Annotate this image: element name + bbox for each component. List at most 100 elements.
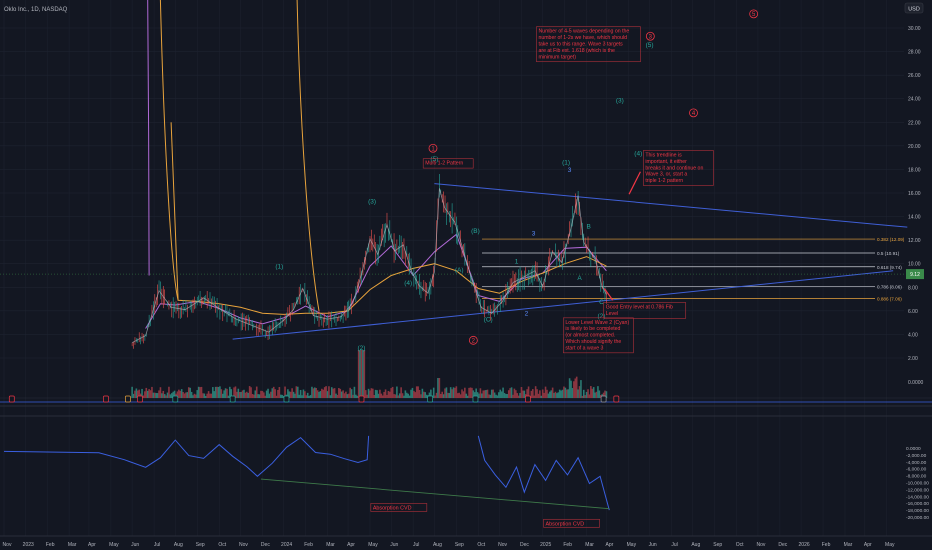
time-tick-0[interactable]: Nov xyxy=(3,542,12,548)
time-axis[interactable]: Nov 2023 Feb Mar Apr May Jun Jul Aug Sep Oct Nov Dec… xyxy=(3,542,895,548)
volume-bar-164 xyxy=(363,350,366,398)
event-marker-2[interactable] xyxy=(125,395,131,403)
time-tick-7[interactable]: Jul xyxy=(154,542,160,548)
price-tick-4[interactable]: 22.00 xyxy=(908,120,921,126)
time-tick-24[interactable]: Dec xyxy=(520,542,529,548)
event-marker-7[interactable] xyxy=(358,395,365,403)
time-tick-17[interactable]: May xyxy=(368,542,378,548)
currency-badge[interactable]: USD xyxy=(908,7,920,13)
price-tick-2[interactable]: 26.00 xyxy=(908,73,921,79)
cvd-axis[interactable]: 0.0000-2,000.00-4,000.00-6,000.00-8,000.… xyxy=(906,446,929,521)
cvd-tick-3[interactable]: -6,000.00 xyxy=(906,467,927,473)
time-tick-19[interactable]: Jul xyxy=(413,542,419,548)
time-tick-5[interactable]: May xyxy=(109,542,119,548)
time-tick-32[interactable]: Aug xyxy=(691,542,700,548)
event-marker-9[interactable] xyxy=(472,395,479,403)
price-tick-12[interactable]: 6.00 xyxy=(908,309,918,315)
time-tick-40[interactable]: Apr xyxy=(864,542,872,548)
time-tick-35[interactable]: Nov xyxy=(756,542,765,548)
cvd-tick-4[interactable]: -8,000.00 xyxy=(906,474,927,480)
volume-tick-0[interactable]: 0.0000 xyxy=(908,380,924,386)
event-marker-11[interactable] xyxy=(600,395,607,403)
price-tick-10[interactable]: 10.00 xyxy=(908,262,921,268)
price-tick-5[interactable]: 20.00 xyxy=(908,144,921,150)
time-tick-18[interactable]: Jun xyxy=(390,542,398,548)
time-tick-3[interactable]: Mar xyxy=(68,542,77,548)
time-tick-6[interactable]: Jun xyxy=(131,542,139,548)
price-tick-14[interactable]: 2.00 xyxy=(908,356,918,362)
event-marker-4[interactable] xyxy=(172,395,179,403)
time-tick-37[interactable]: 2026 xyxy=(799,542,810,548)
event-marker-3[interactable] xyxy=(137,395,143,403)
time-tick-39[interactable]: Mar xyxy=(844,542,853,548)
time-tick-16[interactable]: Apr xyxy=(347,542,355,548)
cvd-tick-8[interactable]: -16,000.00 xyxy=(906,501,929,507)
volume-bar-292 xyxy=(544,386,547,398)
time-tick-13[interactable]: 2024 xyxy=(281,542,292,548)
volume-bar-303 xyxy=(560,390,562,398)
time-tick-2[interactable]: Feb xyxy=(46,542,55,548)
time-tick-41[interactable]: May xyxy=(885,542,895,548)
cvd-tick-7[interactable]: -14,000.00 xyxy=(906,494,929,500)
time-tick-28[interactable]: Apr xyxy=(606,542,614,548)
cvd-tick-5[interactable]: -10,000.00 xyxy=(906,481,929,487)
time-tick-33[interactable]: Sep xyxy=(713,542,722,548)
cvd-tick-2[interactable]: -4,000.00 xyxy=(906,460,927,466)
annotation-box-4 xyxy=(563,317,634,354)
time-tick-20[interactable]: Aug xyxy=(433,542,442,548)
time-tick-14[interactable]: Feb xyxy=(304,542,313,548)
price-tick-13[interactable]: 4.00 xyxy=(908,332,918,338)
event-markers[interactable] xyxy=(8,395,620,403)
time-tick-10[interactable]: Oct xyxy=(218,542,226,548)
event-marker-5[interactable] xyxy=(229,395,236,403)
event-marker-1[interactable] xyxy=(103,395,109,403)
price-axis[interactable]: 30.00 28.00 26.00 24.00 22.00 20.00 18.00 16.00… xyxy=(908,26,924,386)
time-tick-36[interactable]: Dec xyxy=(778,542,787,548)
cvd-tick-6[interactable]: -12,000.00 xyxy=(906,487,929,493)
time-tick-30[interactable]: Jun xyxy=(649,542,657,548)
event-marker-0[interactable] xyxy=(8,395,15,403)
time-tick-31[interactable]: Jul xyxy=(671,542,677,548)
cvd-tick-9[interactable]: -18,000.00 xyxy=(906,508,929,514)
time-tick-21[interactable]: Sep xyxy=(455,542,464,548)
price-tick-11[interactable]: 8.00 xyxy=(908,285,918,291)
time-tick-25[interactable]: 2025 xyxy=(540,542,551,548)
time-tick-38[interactable]: Feb xyxy=(822,542,831,548)
cvd-tick-10[interactable]: -20,000.00 xyxy=(906,515,929,521)
current-price-tag-bg[interactable] xyxy=(906,269,924,280)
time-tick-12[interactable]: Dec xyxy=(261,542,270,548)
time-tick-29[interactable]: May xyxy=(627,542,637,548)
time-tick-26[interactable]: Feb xyxy=(563,542,572,548)
volume-bar-7 xyxy=(141,388,143,398)
price-tick-0[interactable]: 30.00 xyxy=(908,26,921,32)
price-tick-8[interactable]: 14.00 xyxy=(908,215,921,221)
time-tick-1[interactable]: 2023 xyxy=(23,542,34,548)
cvd-pane: Absorption CVD Absorption CVD xyxy=(3,435,610,528)
time-tick-11[interactable]: Nov xyxy=(239,542,248,548)
time-tick-27[interactable]: Mar xyxy=(585,542,594,548)
event-marker-8[interactable] xyxy=(427,395,434,403)
event-marker-10[interactable] xyxy=(525,395,531,403)
current-price-tag[interactable]: 9.12 xyxy=(910,272,920,278)
annotation-line-0-4: minimum target) xyxy=(538,54,576,60)
time-tick-22[interactable]: Oct xyxy=(477,542,485,548)
time-tick-15[interactable]: Mar xyxy=(326,542,335,548)
time-tick-4[interactable]: Apr xyxy=(88,542,96,548)
cvd-tick-0[interactable]: 0.0000 xyxy=(906,446,921,452)
time-tick-34[interactable]: Oct xyxy=(736,542,744,548)
time-tick-8[interactable]: Aug xyxy=(174,542,183,548)
price-tick-3[interactable]: 24.00 xyxy=(908,97,921,103)
event-marker-12[interactable] xyxy=(613,395,620,403)
price-tick-9[interactable]: 12.00 xyxy=(908,238,921,244)
time-tick-23[interactable]: Nov xyxy=(498,542,507,548)
currency-badge-bg[interactable] xyxy=(904,2,924,14)
price-tick-6[interactable]: 18.00 xyxy=(908,167,921,173)
price-tick-1[interactable]: 28.00 xyxy=(908,50,921,56)
volume-bar-87 xyxy=(254,390,257,398)
event-marker-6[interactable] xyxy=(283,395,290,403)
cvd-tick-1[interactable]: -2,000.00 xyxy=(906,453,927,459)
time-tick-9[interactable]: Sep xyxy=(196,542,205,548)
volume-bar-201 xyxy=(415,386,418,398)
price-tick-7[interactable]: 16.00 xyxy=(908,191,921,197)
